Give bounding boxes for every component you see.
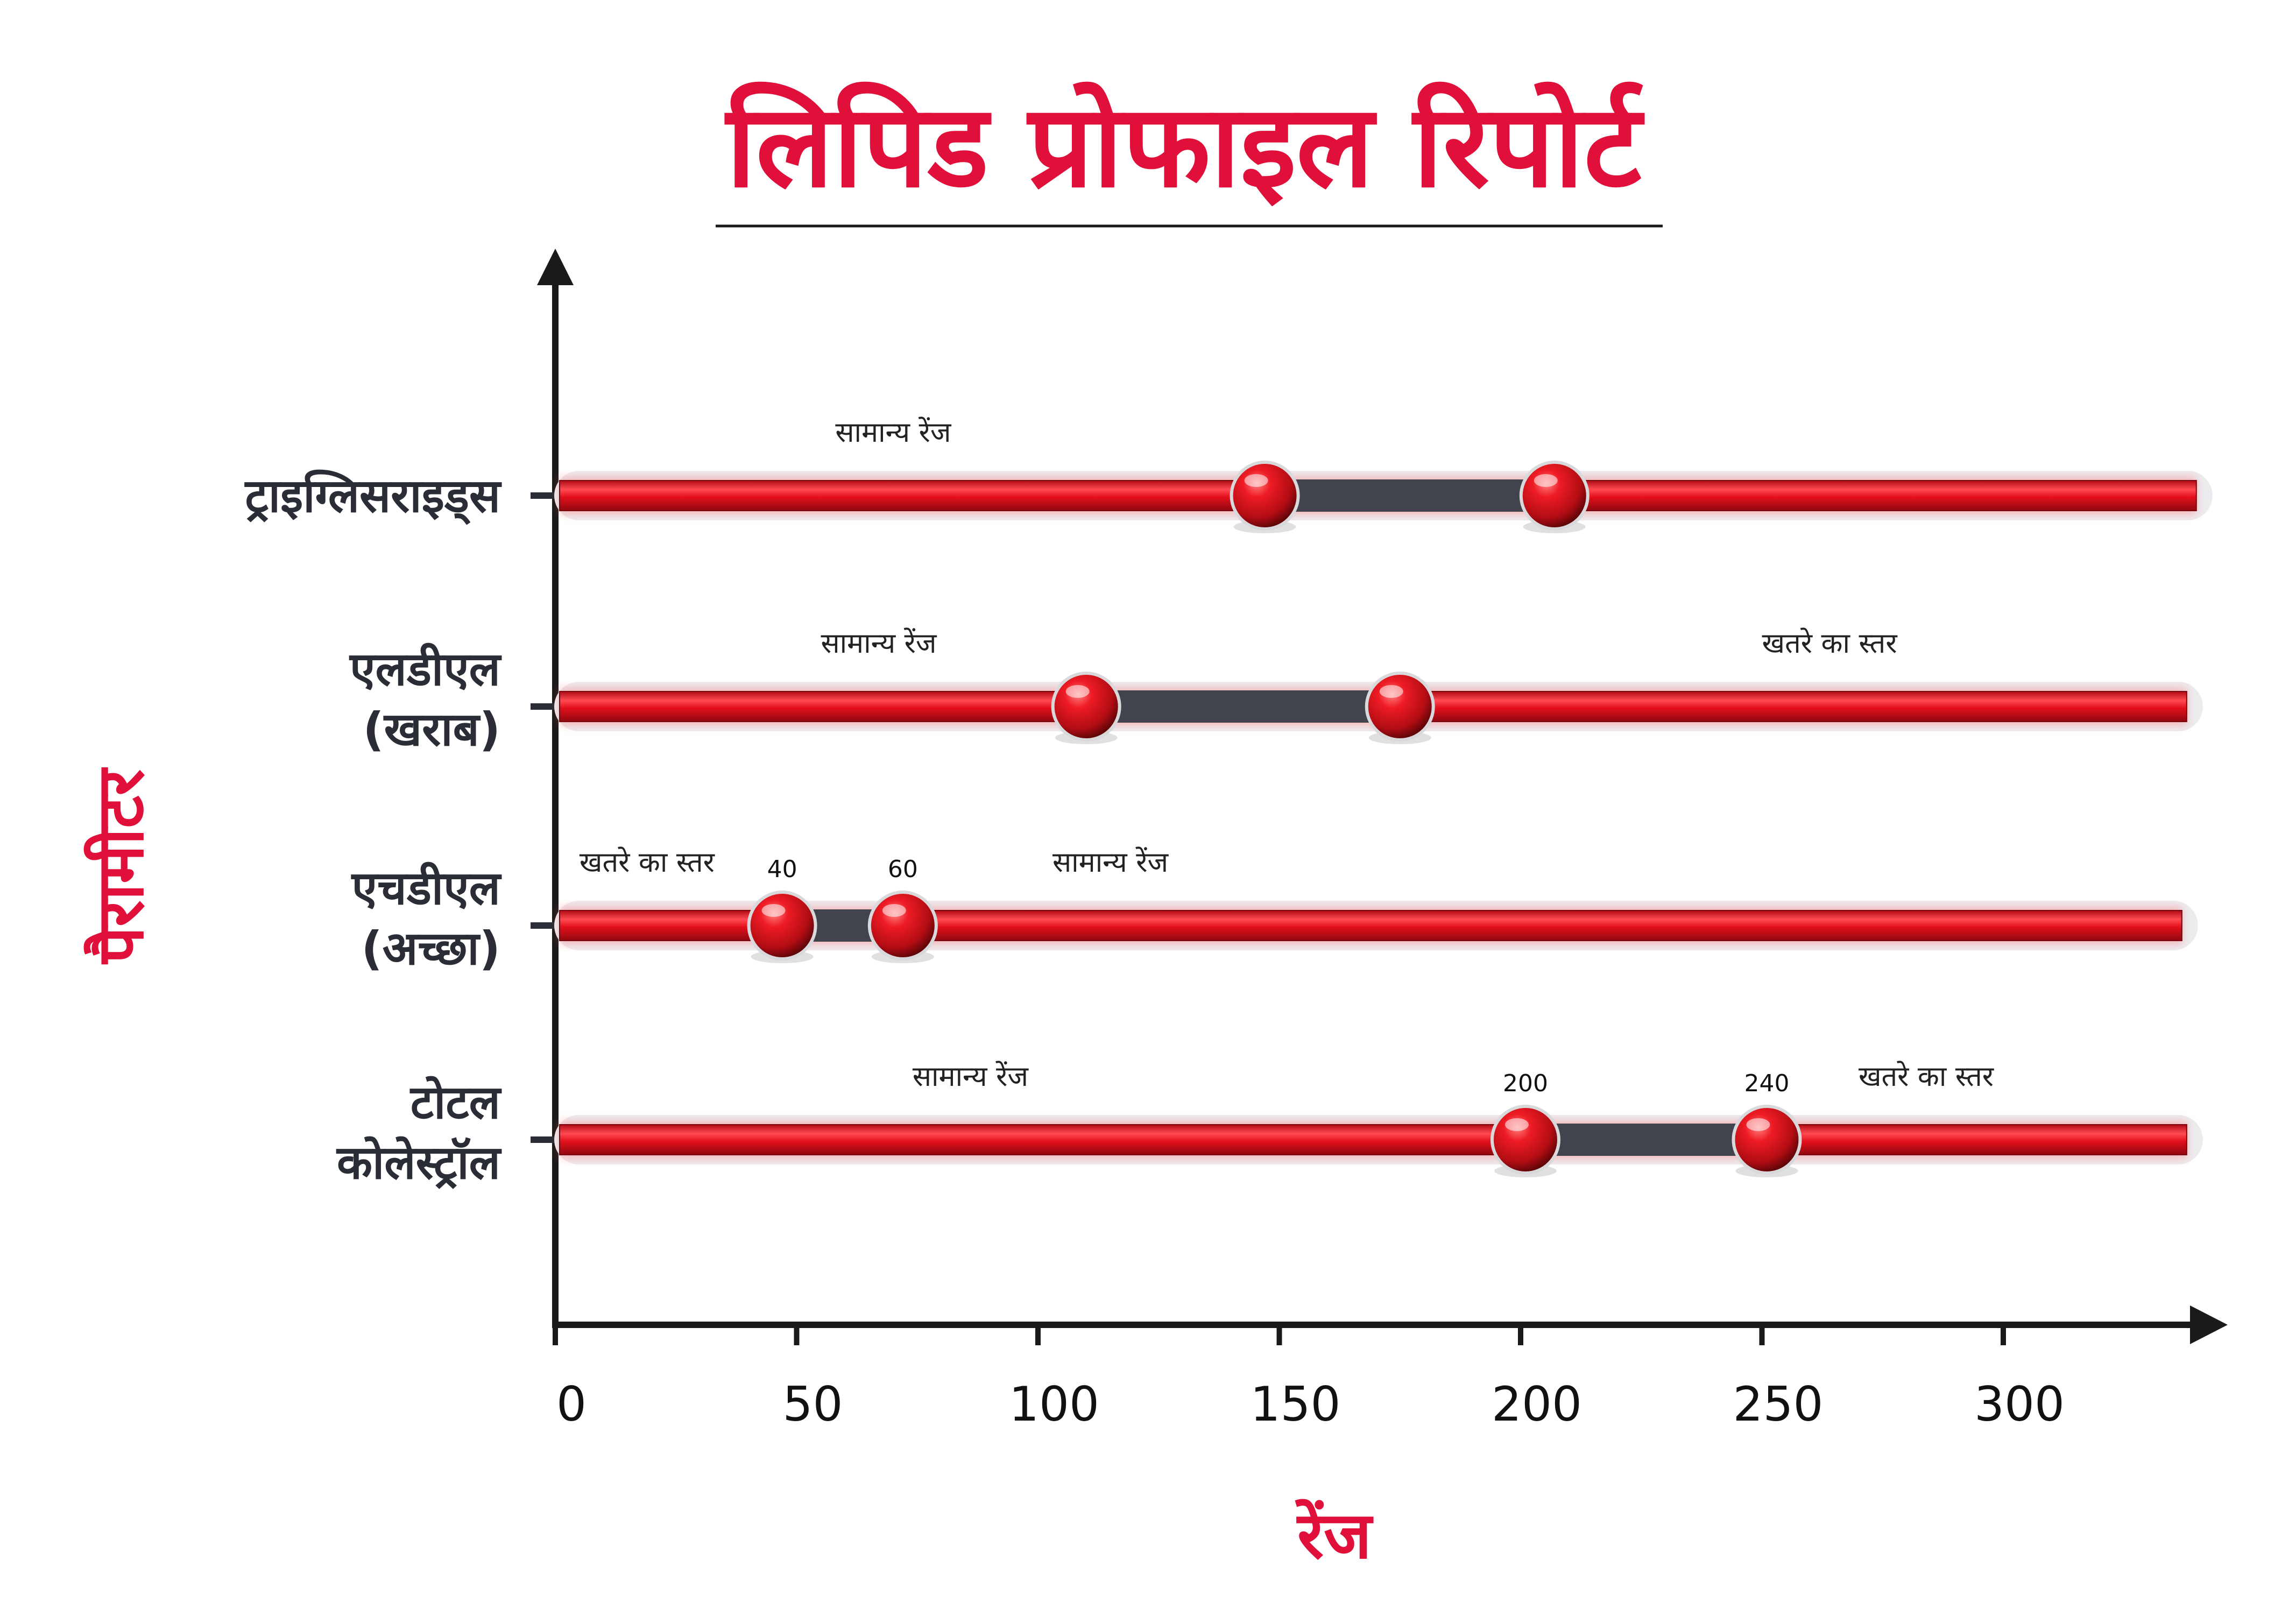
row-label: (अच्छा) (361, 922, 500, 976)
marker-value-label: 40 (767, 856, 797, 883)
row-0: ट्राइग्लिसराइड्स सामान्य रेंज (244, 416, 2213, 533)
zone-label: सामान्य रेंज (1052, 846, 1169, 879)
zone-label: खतरे का स्तर (580, 846, 716, 879)
x-axis-arrow (2190, 1305, 2228, 1344)
range-marker-0 (1230, 461, 1300, 531)
marker-highlight (1065, 685, 1090, 698)
range-marker-1 (867, 891, 938, 961)
range-marker-0 (1051, 672, 1121, 742)
marker-highlight (1504, 1118, 1529, 1131)
marker-value-label: 60 (888, 856, 918, 883)
range-segment (1086, 690, 1400, 723)
x-tick-label-0: 0 (556, 1376, 587, 1432)
row-1: एलडीएल (खराब) सामान्य रेंज खतरे का स्तर (349, 627, 2203, 757)
range-segment (1264, 479, 1555, 512)
x-tick-label-50: 50 (783, 1376, 843, 1432)
zone-label: सामान्य रेंज (821, 627, 937, 660)
range-marker-0 (1490, 1105, 1560, 1175)
x-axis-title: रेंज (1295, 1499, 1374, 1573)
marker-highlight (1244, 474, 1268, 487)
x-tick-label-200: 200 (1492, 1376, 1582, 1432)
bar (560, 1125, 2187, 1155)
range-marker-1 (1519, 461, 1589, 531)
x-axis-ticks: 0 50 100 150 200 250 300 (553, 1325, 2065, 1432)
x-tick-label-300: 300 (1974, 1376, 2065, 1432)
zone-label: सामान्य रेंज (913, 1061, 1029, 1093)
marker-highlight (1379, 685, 1403, 698)
range-marker-0 (747, 891, 817, 961)
marker-highlight (882, 904, 906, 917)
zone-label: सामान्य रेंज (835, 416, 951, 449)
bar-outline (559, 910, 2182, 941)
row-label: एचडीएल (351, 862, 502, 915)
chart-title: लिपिड प्रोफाइल रिपोर्ट (724, 80, 1645, 213)
bar-outline (559, 1124, 2187, 1155)
marker-highlight (1746, 1118, 1770, 1131)
zone-label: खतरे का स्तर (1762, 627, 1898, 660)
row-3: टोटल कोलेस्ट्रॉल 200 240 सामान्य रेंज खतरे का… (336, 1061, 2203, 1190)
row-label: (खराब) (363, 703, 500, 757)
range-marker-1 (1732, 1105, 1802, 1175)
range-segment (1525, 1124, 1767, 1156)
x-tick-label-150: 150 (1251, 1376, 1341, 1432)
row-2: एचडीएल (अच्छा) 40 60 खतरे का स्तर सामान्य रें… (351, 846, 2198, 976)
zone-label: खतरे का स्तर (1859, 1061, 1995, 1093)
row-label: ट्राइग्लिसराइड्स (244, 469, 501, 525)
row-label: कोलेस्ट्रॉल (336, 1136, 502, 1190)
y-axis-arrow (537, 249, 574, 285)
marker-value-label: 240 (1744, 1070, 1789, 1097)
marker-value-label: 200 (1503, 1070, 1548, 1097)
row-label: टोटल (409, 1076, 502, 1129)
y-axis-title: पैरामीटर (83, 767, 158, 965)
x-tick-label-100: 100 (1009, 1376, 1099, 1432)
marker-highlight (1534, 474, 1558, 487)
marker-highlight (761, 904, 786, 917)
chart-rows: ट्राइग्लिसराइड्स सामान्य रेंज एलडीएल (खराब)… (244, 416, 2213, 1190)
range-marker-1 (1365, 672, 1435, 742)
x-tick-label-250: 250 (1733, 1376, 1824, 1432)
row-label: एलडीएल (349, 642, 502, 696)
